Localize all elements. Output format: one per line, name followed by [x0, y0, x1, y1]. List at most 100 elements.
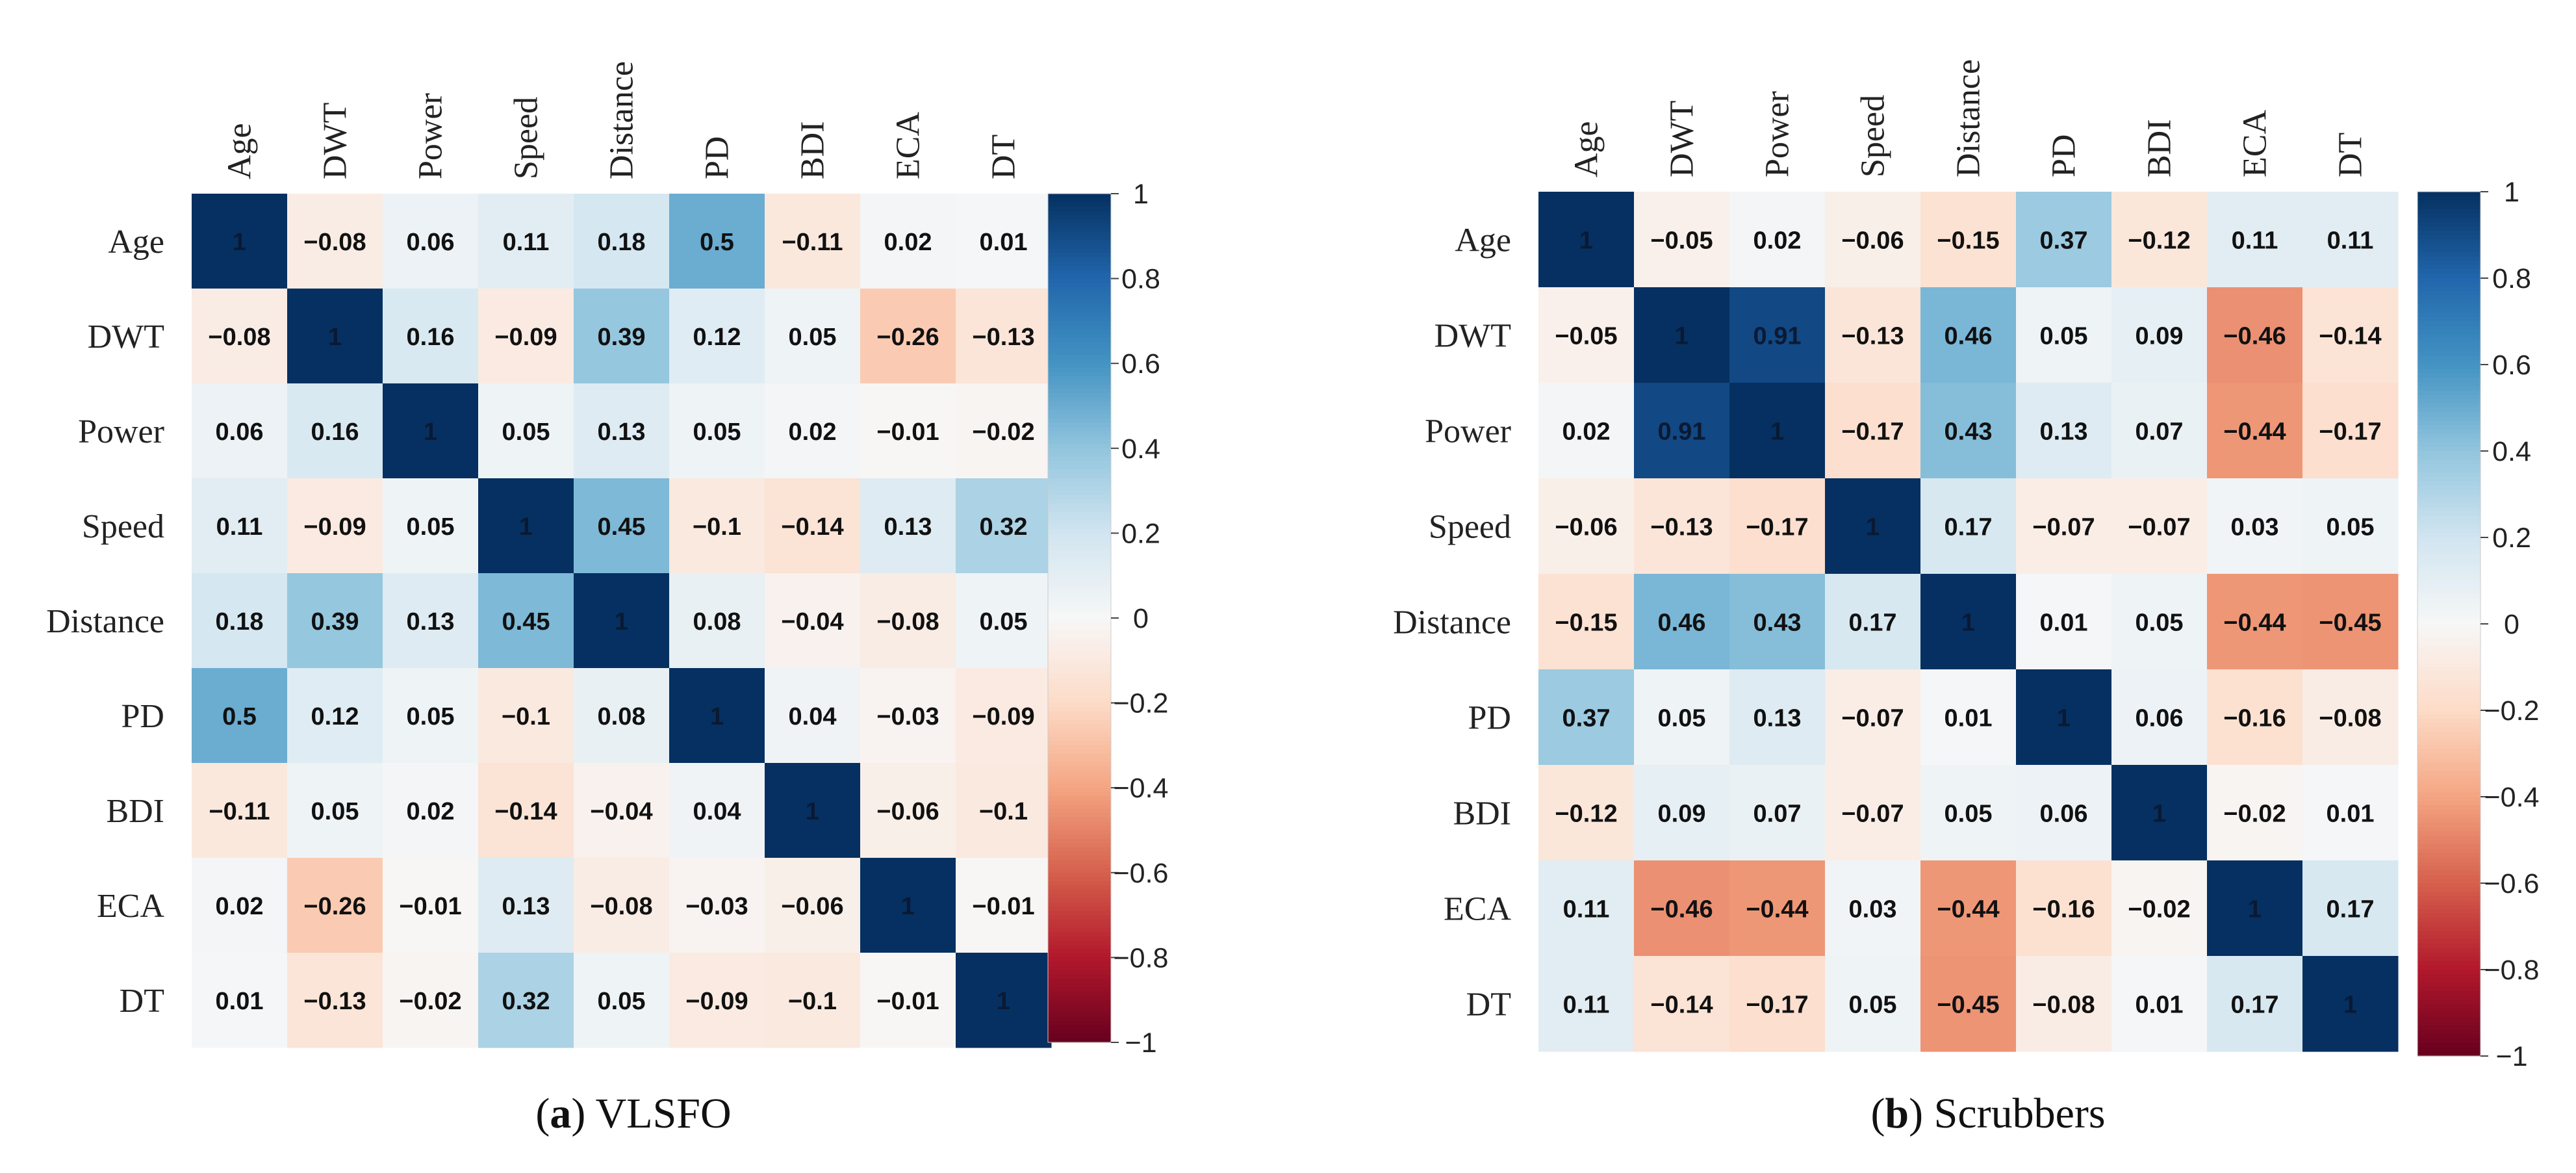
colorbar-segment — [2417, 416, 2480, 422]
colorbar-tick-label: 0.2 — [1121, 518, 1160, 549]
colorbar-segment — [1048, 707, 1111, 712]
colorbar-segment — [1048, 435, 1111, 441]
cell-value-label: −0.07 — [2032, 514, 2095, 541]
cell-value-label: −0.13 — [972, 324, 1034, 351]
heatmap-cell — [192, 383, 288, 479]
colorbar-segment — [1048, 295, 1111, 300]
colorbar-segment — [1048, 397, 1111, 402]
cell-value-label: 0.03 — [2231, 514, 2279, 541]
colorbar-segment — [2417, 308, 2480, 313]
heatmap-cell — [383, 668, 479, 764]
colorbar-segment — [2417, 528, 2480, 534]
cell-value-label: −0.06 — [876, 798, 939, 825]
heatmap-cell — [2111, 860, 2208, 957]
colorbar-segment — [2417, 1034, 2480, 1039]
colorbar-segment — [2417, 697, 2480, 703]
heatmap-cell — [1729, 287, 1826, 383]
colorbar-segment — [2417, 313, 2480, 318]
cell-value-label: 0.02 — [789, 419, 837, 446]
heatmap-cell — [287, 289, 383, 384]
colorbar-segment — [1048, 711, 1111, 716]
colorbar-segment — [1048, 528, 1111, 534]
colorbar-segment — [1048, 860, 1111, 865]
cell-value-label: 0.05 — [407, 703, 455, 730]
colorbar-segment — [2417, 736, 2480, 741]
colorbar-segment — [1048, 999, 1111, 1005]
colorbar-segment — [1048, 944, 1111, 949]
colorbar-segment — [1048, 940, 1111, 946]
cell-value-label: −0.08 — [208, 324, 270, 351]
heatmap-cell — [860, 668, 956, 764]
heatmap-cell — [574, 573, 670, 669]
heatmap-cell — [1825, 383, 1921, 479]
colorbar-segment — [2417, 559, 2480, 564]
colorbar-segment — [2417, 827, 2480, 832]
colorbar-segment — [1048, 736, 1111, 741]
colorbar-segment — [1048, 630, 1111, 636]
colorbar-segment — [1048, 456, 1111, 461]
colorbar-segment — [2417, 999, 2480, 1005]
heatmap-cell — [192, 953, 288, 1048]
heatmap-cell — [765, 383, 861, 479]
cell-value-label: −0.03 — [876, 703, 939, 730]
colorbar-segment — [1048, 881, 1111, 886]
colorbar-segment — [1048, 600, 1111, 606]
cell-value-label: −0.17 — [1746, 514, 1808, 541]
colorbar-segment — [2417, 978, 2480, 983]
colorbar-segment — [1048, 206, 1111, 211]
colorbar-segment — [1048, 329, 1111, 335]
colorbar-segment — [2417, 611, 2480, 616]
colorbar-segment — [1048, 533, 1111, 538]
heatmap-cell — [1729, 669, 1826, 766]
heatmap-cell — [669, 858, 765, 953]
heatmap-cell — [765, 668, 861, 764]
caption-letter: a — [550, 1090, 571, 1137]
colorbar-segment — [1048, 473, 1111, 479]
colorbar-segment — [1048, 681, 1111, 687]
colorbar-segment — [2417, 576, 2480, 582]
cell-value-label: 0.91 — [1753, 323, 1802, 350]
cell-value-label: −0.01 — [876, 988, 939, 1015]
caption-title: ) Scrubbers — [1909, 1090, 2105, 1137]
colorbar-segment — [1048, 779, 1111, 784]
heatmap-cell — [1729, 574, 1826, 670]
colorbar-segment — [1048, 805, 1111, 810]
cell-value-label: −0.08 — [590, 893, 652, 920]
colorbar-segment — [2417, 342, 2480, 348]
caption-title: ) VLSFO — [571, 1090, 731, 1137]
colorbar-segment — [1048, 669, 1111, 674]
colorbar-segment — [1048, 588, 1111, 593]
cell-value-label: 0.13 — [598, 419, 646, 446]
column-label-bdi: BDI — [795, 121, 832, 179]
colorbar-segment — [2417, 196, 2480, 201]
colorbar-segment — [2417, 451, 2480, 456]
cell-value-label: 0.02 — [1753, 227, 1802, 255]
column-label-eca: ECA — [890, 112, 927, 179]
heatmap-cell — [2111, 192, 2208, 288]
colorbar-segment — [1048, 605, 1111, 610]
colorbar-segment — [2417, 329, 2480, 335]
colorbar-segment — [2417, 753, 2480, 758]
colorbar-segment — [2417, 520, 2480, 525]
colorbar-segment — [2417, 377, 2480, 383]
heatmap-cell — [1634, 287, 1730, 383]
heatmap-cell — [287, 383, 383, 479]
cell-value-label: 0.5 — [700, 229, 734, 256]
cell-value-label: −0.08 — [2032, 992, 2095, 1019]
colorbar-segment — [2417, 809, 2480, 815]
heatmap-cell — [2016, 383, 2112, 479]
colorbar-segment — [1048, 219, 1111, 224]
heatmap-cell — [478, 668, 574, 764]
colorbar-segment — [2417, 892, 2480, 897]
cell-value-label: −0.16 — [2223, 705, 2286, 732]
colorbar-segment — [1048, 957, 1111, 962]
colorbar-segment — [2417, 598, 2480, 603]
heatmap-cell — [1729, 383, 1826, 479]
cell-value-label: 0.17 — [2327, 896, 2375, 923]
colorbar-segment — [2417, 209, 2480, 214]
colorbar-segment — [1048, 825, 1111, 831]
heatmap-cell — [860, 383, 956, 479]
cell-value-label: −0.01 — [972, 893, 1034, 920]
colorbar-segment — [1048, 469, 1111, 474]
